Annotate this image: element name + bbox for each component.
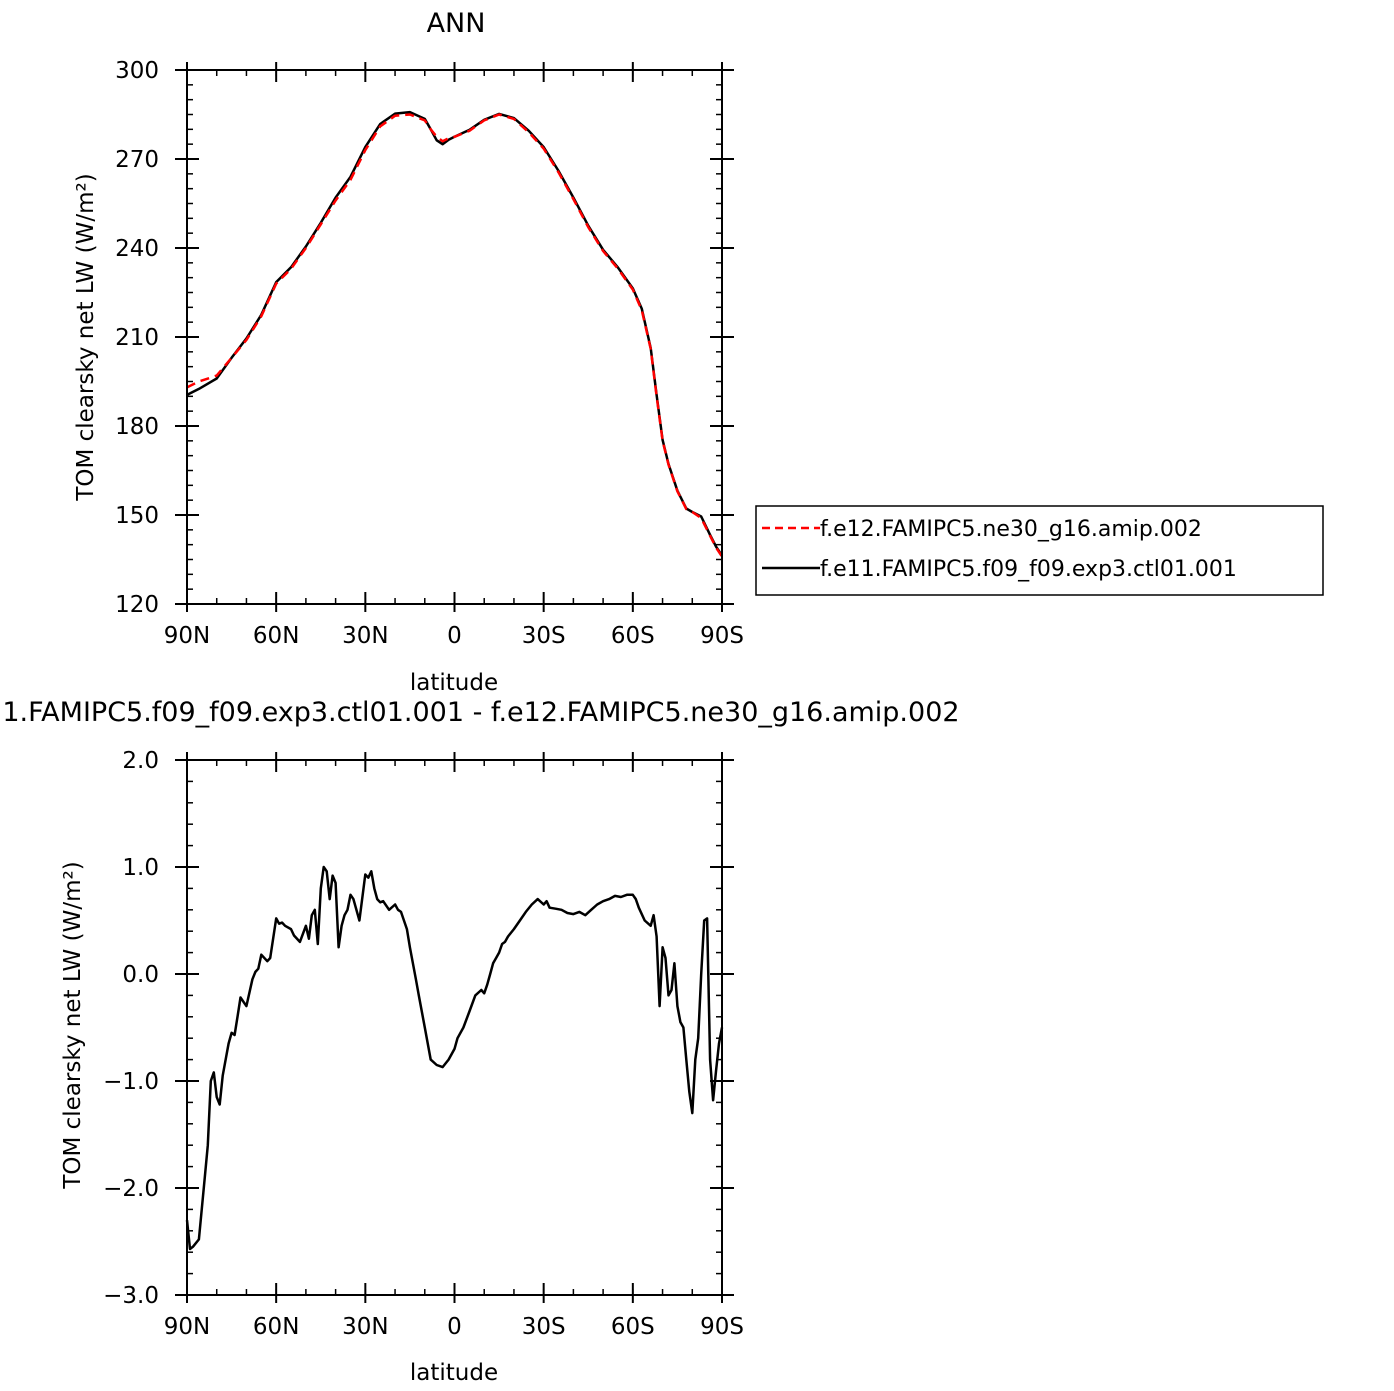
legend-label-f09: f.e11.FAMIPC5.f09_f09.exp3.ctl01.001 — [820, 557, 1237, 582]
top-y-tick-label: 180 — [115, 414, 159, 440]
top-x-axis-label: latitude — [410, 670, 498, 696]
top-y-tick-label: 270 — [115, 147, 159, 173]
bottom-x-tick-label: 90N — [164, 1314, 210, 1340]
top-x-tick-label: 30S — [522, 623, 566, 649]
bottom-y-tick-label: 0.0 — [122, 962, 159, 988]
bottom-plot-frame — [186, 759, 723, 1296]
top-x-tick-label: 90N — [164, 623, 210, 649]
bottom-y-tick-label: −1.0 — [103, 1069, 159, 1095]
top-y-tick-label: 150 — [115, 503, 159, 529]
legend: f.e12.FAMIPC5.ne30_g16.amip.002 f.e11.FA… — [755, 505, 1324, 596]
bottom-x-axis-label: latitude — [410, 1360, 498, 1386]
top-x-tick-label: 0 — [447, 623, 462, 649]
bottom-series-line-0 — [185, 865, 724, 1251]
legend-box — [755, 505, 1324, 596]
top-y-tick-label: 240 — [115, 236, 159, 262]
bottom-y-tick-label: 2.0 — [122, 748, 159, 774]
top-series-line-1 — [186, 110, 724, 557]
bottom-x-tick-label: 30N — [342, 1314, 388, 1340]
top-y-axis-label: TOM clearsky net LW (W/m²) — [73, 173, 99, 501]
top-tick-labels: 90N 60N 30N 0 30S 60S 90S 300 270 240 210 180 150 120 — [115, 58, 744, 649]
bottom-y-axis-label: TOM clearsky net LW (W/m²) — [60, 861, 86, 1189]
bottom-x-tick-label: 60N — [253, 1314, 299, 1340]
bottom-panel-title: f.e11.FAMIPC5.f09_f09.exp3.ctl01.001 - f… — [0, 697, 960, 728]
bottom-y-tick-label: −3.0 — [103, 1283, 159, 1309]
top-y-tick-label: 300 — [115, 58, 159, 84]
legend-label-ne30: f.e12.FAMIPC5.ne30_g16.amip.002 — [820, 517, 1202, 542]
bottom-y-tick-label: 1.0 — [122, 855, 159, 881]
top-x-tick-label: 60S — [611, 623, 655, 649]
top-ticks — [175, 62, 734, 612]
top-panel-title: ANN — [427, 8, 486, 39]
top-series — [186, 110, 724, 558]
bottom-tick-labels: 90N 60N 30N 0 30S 60S 90S 2.0 1.0 0.0 −1.0 −2.0 −3.0 — [103, 748, 744, 1340]
top-y-tick-label: 120 — [115, 592, 159, 618]
bottom-x-tick-label: 90S — [700, 1314, 744, 1340]
bottom-panel: f.e11.FAMIPC5.f09_f09.exp3.ctl01.001 - f… — [0, 697, 960, 1386]
top-x-tick-label: 30N — [342, 623, 388, 649]
bottom-ticks — [175, 752, 734, 1303]
bottom-series — [185, 865, 724, 1251]
bottom-x-tick-label: 0 — [447, 1314, 462, 1340]
bottom-x-tick-label: 60S — [611, 1314, 655, 1340]
top-plot-frame — [186, 69, 723, 605]
top-y-tick-label: 210 — [115, 325, 159, 351]
bottom-x-tick-label: 30S — [522, 1314, 566, 1340]
bottom-y-tick-label: −2.0 — [103, 1176, 159, 1202]
top-x-tick-label: 90S — [700, 623, 744, 649]
top-panel: ANN 90N 60N 30N 0 30S 60S 90S 300 270 240 210 180 15… — [73, 8, 1324, 696]
top-series-line-0 — [186, 113, 724, 558]
top-x-tick-label: 60N — [253, 623, 299, 649]
